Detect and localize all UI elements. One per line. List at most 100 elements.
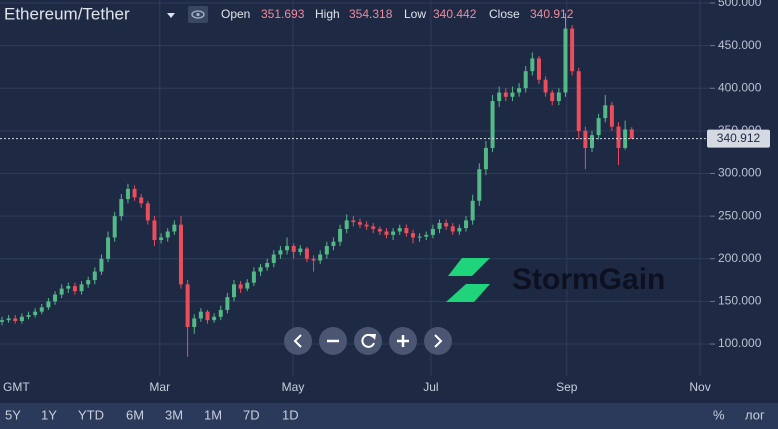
- last-price-label: 340.912: [717, 131, 761, 145]
- candle-body: [589, 135, 594, 148]
- candle-body: [497, 92, 502, 102]
- logo-shape: [446, 284, 490, 302]
- range-button[interactable]: 5Y: [5, 407, 21, 422]
- range-button[interactable]: YTD: [78, 407, 104, 422]
- candle-body: [556, 92, 561, 102]
- candle-body: [609, 105, 614, 127]
- y-tick-label: 100.000: [718, 336, 762, 350]
- scroll-left-button[interactable]: [284, 327, 312, 355]
- candle-body: [417, 236, 422, 238]
- candle-body: [404, 228, 409, 234]
- candle-body: [570, 28, 575, 72]
- candle-body: [550, 92, 555, 102]
- candle-body: [371, 226, 376, 229]
- ohlc-label: Open: [221, 7, 250, 21]
- candle-body: [59, 288, 64, 295]
- candle-body: [66, 286, 71, 289]
- candle-body: [437, 222, 442, 229]
- x-tick-label: Mar: [149, 380, 170, 394]
- candle-body: [318, 254, 323, 261]
- range-button[interactable]: 1M: [204, 407, 222, 422]
- candle-body: [46, 301, 51, 308]
- range-button[interactable]: 7D: [243, 407, 260, 422]
- candle-body: [245, 282, 250, 289]
- percent-toggle[interactable]: %: [713, 407, 725, 422]
- candle-body: [185, 284, 190, 327]
- y-tick-label: 300.000: [718, 166, 762, 180]
- candle-body: [523, 71, 528, 89]
- candle-body: [457, 228, 462, 232]
- ohlc-label: Low: [404, 7, 426, 21]
- last-price-box: [707, 129, 770, 148]
- candle-body: [165, 231, 170, 238]
- ohlc-label: Close: [489, 7, 520, 21]
- candle-body: [205, 311, 210, 321]
- candle-body: [364, 224, 369, 227]
- candle-body: [285, 245, 290, 251]
- reset-button[interactable]: [354, 327, 382, 355]
- icon: [361, 333, 375, 348]
- candle-body: [430, 228, 435, 235]
- candle-body: [79, 284, 84, 292]
- candle-body: [92, 271, 97, 281]
- candle-body: [39, 307, 44, 312]
- candle-body: [464, 220, 469, 229]
- candle-body: [311, 258, 316, 261]
- eye-icon: [191, 10, 205, 19]
- candle-body: [271, 254, 276, 264]
- candle-body: [132, 188, 137, 198]
- grid: [0, 0, 710, 376]
- candle-body: [13, 318, 18, 322]
- x-tick-label: Jul: [423, 380, 438, 394]
- symbol-dropdown[interactable]: [167, 13, 175, 18]
- candle-body: [6, 318, 11, 321]
- y-tick-label: 450.000: [718, 38, 762, 52]
- range-button[interactable]: 6M: [126, 407, 144, 422]
- candle-body: [198, 311, 203, 319]
- candle-body: [331, 241, 336, 246]
- candle-body: [444, 222, 449, 227]
- candle-body: [411, 233, 416, 238]
- range-button[interactable]: 1Y: [41, 407, 57, 422]
- candle-body: [510, 92, 515, 97]
- eye-icon: [196, 12, 200, 17]
- candle-body: [218, 309, 223, 317]
- candle-body: [324, 245, 329, 255]
- time-axis: [0, 376, 778, 403]
- y-tick-label: 250.000: [718, 208, 762, 222]
- candle-body: [397, 228, 402, 232]
- symbol-title[interactable]: Ethereum/Tether: [4, 4, 130, 23]
- range-button[interactable]: 1D: [282, 407, 299, 422]
- watermark-text: StormGain: [512, 263, 665, 296]
- price-axis: [710, 0, 778, 403]
- candle-body: [530, 58, 535, 72]
- log-toggle[interactable]: лог: [745, 407, 765, 422]
- ohlc-value: 351.693: [261, 7, 305, 21]
- candle-body: [112, 216, 117, 238]
- candle-body: [119, 199, 124, 217]
- candle-body: [291, 245, 296, 252]
- candle-body: [338, 228, 343, 242]
- range-buttons: 5Y 1Y YTD 6M 3M 1M 7D 1D: [5, 407, 299, 422]
- candle-body: [33, 311, 38, 316]
- x-tick-label: Nov: [689, 380, 710, 394]
- candle-body: [576, 71, 581, 131]
- candle-body: [603, 105, 608, 119]
- candle-body: [0, 320, 4, 322]
- ohlc-value: 340.912: [530, 7, 574, 21]
- candle-body: [178, 224, 183, 285]
- candle-body: [384, 231, 389, 235]
- scroll-right-button[interactable]: [424, 327, 452, 355]
- candles: [0, 13, 634, 357]
- candle-body: [212, 316, 217, 321]
- candle-body: [225, 297, 230, 310]
- candle-body: [377, 228, 382, 232]
- candle-body: [629, 129, 634, 139]
- candle-body: [470, 200, 475, 221]
- candle-body: [72, 286, 77, 292]
- candle-body: [563, 28, 568, 93]
- candle-body: [298, 248, 303, 252]
- ohlc-value: 354.318: [349, 7, 393, 21]
- range-button[interactable]: 3M: [165, 407, 183, 422]
